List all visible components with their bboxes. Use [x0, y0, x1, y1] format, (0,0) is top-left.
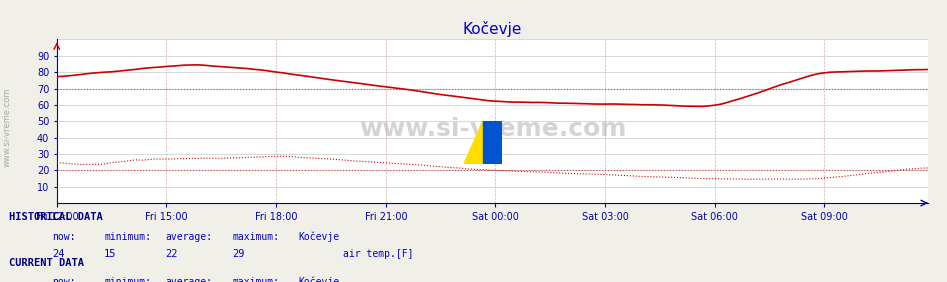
Text: 24: 24: [52, 249, 64, 259]
Text: www.si-vreme.com: www.si-vreme.com: [359, 117, 626, 142]
Polygon shape: [464, 121, 502, 164]
Text: www.si-vreme.com: www.si-vreme.com: [3, 87, 12, 167]
Text: 15: 15: [104, 249, 116, 259]
Text: CURRENT DATA: CURRENT DATA: [9, 259, 84, 268]
Text: Kočevje: Kočevje: [298, 276, 339, 282]
Text: average:: average:: [166, 232, 213, 242]
Polygon shape: [483, 121, 502, 164]
Text: 22: 22: [166, 249, 178, 259]
Title: Kočevje: Kočevje: [463, 21, 522, 37]
Text: maximum:: maximum:: [232, 232, 279, 242]
Text: now:: now:: [52, 277, 76, 282]
Text: now:: now:: [52, 232, 76, 242]
Text: 29: 29: [232, 249, 244, 259]
Text: HISTORICAL DATA: HISTORICAL DATA: [9, 212, 103, 222]
Text: maximum:: maximum:: [232, 277, 279, 282]
Text: air temp.[F]: air temp.[F]: [343, 249, 413, 259]
Text: average:: average:: [166, 277, 213, 282]
Text: minimum:: minimum:: [104, 232, 152, 242]
Text: minimum:: minimum:: [104, 277, 152, 282]
Text: Kočevje: Kočevje: [298, 231, 339, 242]
